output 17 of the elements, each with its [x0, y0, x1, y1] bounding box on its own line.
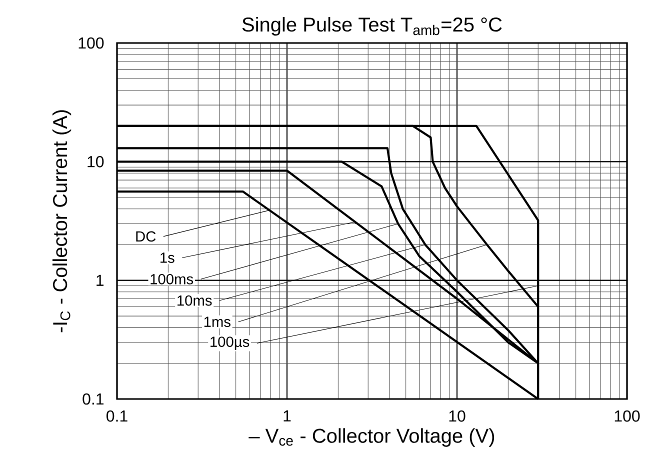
x-tick-label: 1	[284, 410, 291, 422]
chart-title: Single Pulse Test T$_{amb}$=25 °C	[242, 16, 502, 36]
annotation: 100µs	[210, 336, 250, 350]
annotation: 10ms	[178, 295, 212, 306]
x-tick-label: 100	[614, 410, 640, 422]
x-tick-label: 10	[449, 410, 466, 422]
y-tick-label: 1	[96, 274, 104, 286]
x-axis-title: – V$_{ce}$ - Collector Voltage (V)	[248, 428, 494, 447]
annotation: 100ms	[150, 274, 194, 284]
annotation: DC	[136, 231, 156, 242]
y-tick-label: 0.1	[82, 393, 104, 405]
y-axis-title: -I$_{C}$ - Collector Current (A)	[52, 110, 72, 332]
annotation: 1ms	[204, 316, 230, 327]
annotation: 1s	[160, 252, 174, 263]
y-tick-label: 100	[78, 37, 104, 49]
x-tick-label: 0.1	[106, 410, 128, 422]
y-tick-label: 10	[88, 156, 104, 168]
